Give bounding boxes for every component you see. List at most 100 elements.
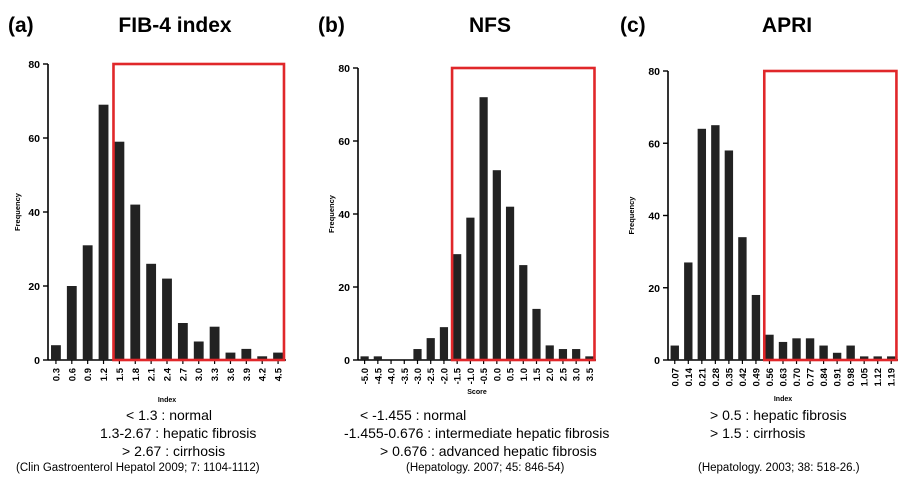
histogram-bar — [439, 327, 449, 360]
interpretation-notes: < 1.3 : normal 1.3-2.67 : hepatic fibros… — [50, 406, 300, 460]
x-tick-label: 0.98 — [846, 368, 857, 387]
histogram-bar — [545, 345, 554, 360]
note-line: > 1.5 : cirrhosis — [710, 425, 806, 441]
histogram-bar — [360, 356, 369, 360]
x-tick-label: 2.5 — [558, 367, 569, 381]
histogram-bar — [832, 352, 842, 360]
x-tick-label: -4.0 — [387, 368, 398, 384]
x-tick-label: 1.12 — [873, 368, 884, 387]
highlight-box — [112, 62, 286, 362]
histogram-bar — [572, 349, 581, 360]
histogram-bar — [558, 349, 568, 360]
histogram-bar — [670, 345, 679, 360]
x-tick-label: 3.5 — [585, 367, 596, 381]
note-line: > 0.5 : hepatic fibrosis — [710, 407, 847, 423]
histogram-bar — [805, 338, 815, 360]
histogram-bar — [82, 245, 93, 360]
x-tick-label: -0.5 — [479, 367, 490, 384]
histogram-bar — [873, 356, 882, 360]
x-tick-label: 0.3 — [51, 368, 62, 381]
histogram-bar — [130, 204, 141, 360]
citation: (Clin Gastroenterol Hepatol 2009; 7: 110… — [16, 462, 260, 474]
panel-nfs: (b) NFS 0 20 40 60 80 -5.0 -4.5 -4.0 -3.5 -3.0 -2.… — [300, 0, 620, 480]
x-tick-label: 1.5 — [532, 367, 543, 381]
y-tick-label: 60 — [648, 138, 660, 150]
x-tick-label: 3.9 — [242, 368, 253, 381]
y-tick-label: 80 — [648, 66, 660, 78]
x-tick-label: 0.70 — [792, 368, 803, 387]
citation: (Hepatology. 2003; 38: 518-26.) — [698, 462, 860, 474]
panel-fib4: (a) FIB-4 index 0 20 40 60 80 0.3 0.6 0.9 1.2 1.5… — [0, 0, 300, 480]
x-tick-label: 1.05 — [860, 367, 871, 386]
histogram-bar — [479, 97, 488, 360]
x-tick-label: 0.49 — [751, 368, 762, 387]
histogram-bar — [98, 104, 109, 360]
x-tick-label: 2.4 — [163, 367, 174, 381]
y-tick-label: 0 — [34, 355, 40, 367]
x-tick-label: 0.35 — [724, 367, 735, 386]
x-tick-label: -4.5 — [373, 367, 384, 384]
x-tick-label: -1.5 — [453, 367, 464, 384]
x-axis-title: Index — [158, 397, 176, 404]
y-tick-label: 60 — [338, 136, 350, 148]
histogram-apri: 0 20 40 60 80 0.07 0.14 0.21 0.28 0.35 0.42 0.49 0.5… — [627, 66, 898, 403]
x-tick-label: 0.9 — [83, 368, 94, 381]
y-tick-label: 80 — [28, 59, 40, 71]
x-tick-label: 1.8 — [131, 368, 142, 381]
x-tick-label: -2.0 — [439, 368, 450, 384]
histogram-bar — [724, 150, 734, 360]
x-tick-label: 0.21 — [697, 367, 708, 386]
x-tick-label: 1.2 — [99, 368, 110, 381]
x-tick-label: 0.84 — [819, 367, 830, 386]
histogram-bar — [585, 356, 594, 360]
panel-title: NFS — [469, 14, 511, 37]
x-tick-label: 0.28 — [711, 368, 722, 387]
x-tick-label: 3.0 — [194, 368, 205, 381]
highlight-box — [762, 69, 898, 362]
x-tick-label: 1.5 — [115, 367, 126, 381]
histogram-fib4: 0 20 40 60 80 0.3 0.6 0.9 1.2 1.5 1.8 2.1 2.4 2.7 3.0 3… — [13, 59, 286, 404]
x-axis-title: Score — [467, 389, 487, 396]
panel-title: FIB-4 index — [118, 14, 232, 37]
histogram-bar — [209, 326, 220, 360]
histogram-bar — [426, 338, 435, 360]
x-tick-label: 2.1 — [147, 367, 158, 381]
y-tick-label: 40 — [648, 211, 660, 223]
y-tick-label: 40 — [28, 207, 40, 219]
x-tick-label: -3.0 — [413, 368, 424, 384]
panel-label: (b) — [318, 14, 345, 37]
note-line: -1.455-0.676 : intermediate hepatic fibr… — [344, 425, 610, 441]
x-tick-label: 0.0 — [492, 368, 503, 381]
x-tick-label: 2.0 — [545, 368, 556, 381]
histogram-bar — [751, 294, 761, 360]
interpretation-notes: > 0.5 : hepatic fibrosis > 1.5 : cirrhos… — [710, 406, 898, 442]
x-tick-label: 0.6 — [67, 368, 78, 381]
histogram-bar — [273, 352, 283, 360]
histogram-bar — [846, 345, 855, 360]
x-tick-label: -2.5 — [426, 367, 437, 384]
histogram-bar — [505, 206, 515, 360]
histogram-bar — [738, 237, 747, 360]
y-tick-label: 80 — [338, 63, 350, 75]
histogram-bar — [765, 334, 774, 360]
x-tick-label: 0.91 — [833, 367, 844, 386]
y-tick-label: 40 — [338, 209, 350, 221]
x-tick-label: 0.77 — [806, 368, 817, 387]
note-line: < 1.3 : normal — [126, 407, 212, 423]
panel-apri: (c) APRI 0 20 40 60 80 0.07 0.14 0.21 0.28 0.35 0.… — [620, 0, 898, 480]
highlight-box — [450, 66, 596, 362]
note-line: 1.3-2.67 : hepatic fibrosis — [100, 425, 257, 441]
note-line: < -1.455 : normal — [360, 407, 467, 423]
histogram-bar — [466, 217, 475, 360]
y-axis-title: Frequency — [327, 194, 336, 233]
interpretation-notes: < -1.455 : normal -1.455-0.676 : interme… — [344, 406, 624, 460]
x-tick-label: 1.19 — [887, 368, 898, 387]
y-tick-label: 20 — [648, 283, 660, 295]
panel-label: (c) — [620, 14, 646, 37]
histogram-bar — [241, 348, 252, 360]
histogram-bar — [51, 345, 61, 360]
x-tick-label: 0.63 — [779, 368, 790, 387]
histogram-bar — [193, 341, 204, 360]
histogram-bar — [532, 308, 541, 360]
